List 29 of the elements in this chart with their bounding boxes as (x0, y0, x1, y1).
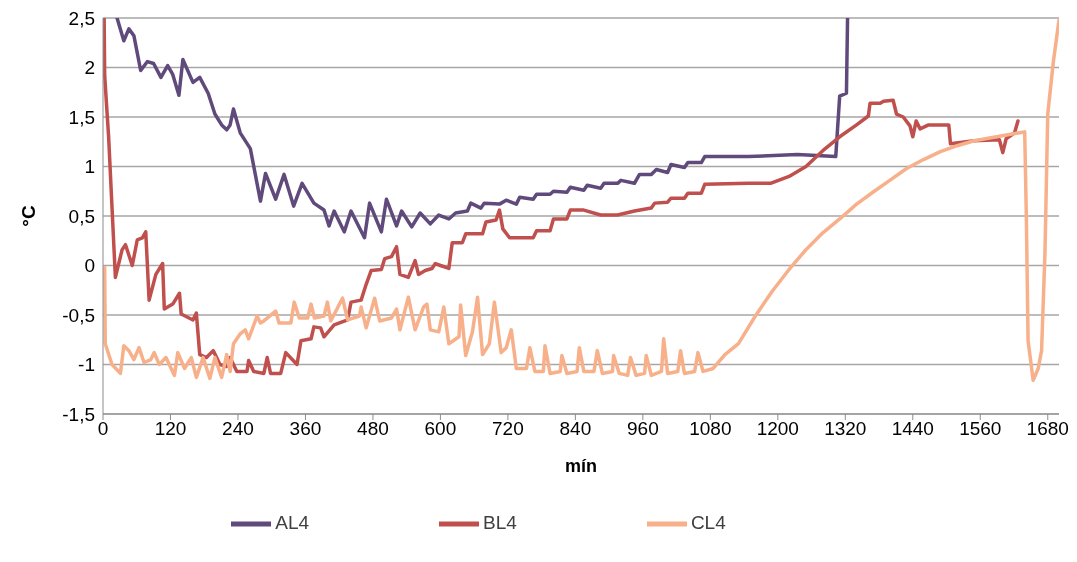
y-tick-label: 0,5 (68, 205, 95, 227)
y-tick-label: -1,5 (62, 403, 95, 425)
y-tick-label: -1 (78, 354, 95, 376)
x-tick-label: 360 (289, 418, 322, 440)
x-tick-label: 240 (222, 418, 254, 440)
y-tick-label: 1,5 (68, 106, 95, 128)
y-tick-label: 2,5 (68, 7, 95, 29)
x-tick-label: 120 (154, 418, 187, 440)
x-tick-label: 1320 (824, 418, 867, 440)
y-tick-label: -0,5 (62, 304, 95, 326)
x-tick-label: 1560 (959, 418, 1002, 440)
y-tick-label: 0 (84, 255, 95, 277)
x-tick-label: 600 (424, 418, 457, 440)
x-axis-title: mín (564, 456, 598, 476)
x-tick-label: 1200 (756, 418, 799, 440)
x-tick-label: 480 (357, 418, 389, 440)
x-tick-label: 960 (627, 418, 659, 440)
x-tick-label: 1080 (689, 418, 732, 440)
legend-label: BL4 (483, 512, 517, 534)
x-tick-label: 1440 (891, 418, 934, 440)
legend-label: CL4 (690, 512, 726, 534)
legend-label: AL4 (275, 512, 310, 534)
y-tick-label: 1 (84, 156, 95, 178)
x-tick-label: 720 (492, 418, 524, 440)
y-axis-title: °C (17, 205, 39, 227)
line-series (115, 18, 850, 240)
y-tick-label: 2 (84, 57, 95, 79)
x-tick-label: 840 (559, 418, 592, 440)
x-tick-label: 1680 (1026, 418, 1069, 440)
